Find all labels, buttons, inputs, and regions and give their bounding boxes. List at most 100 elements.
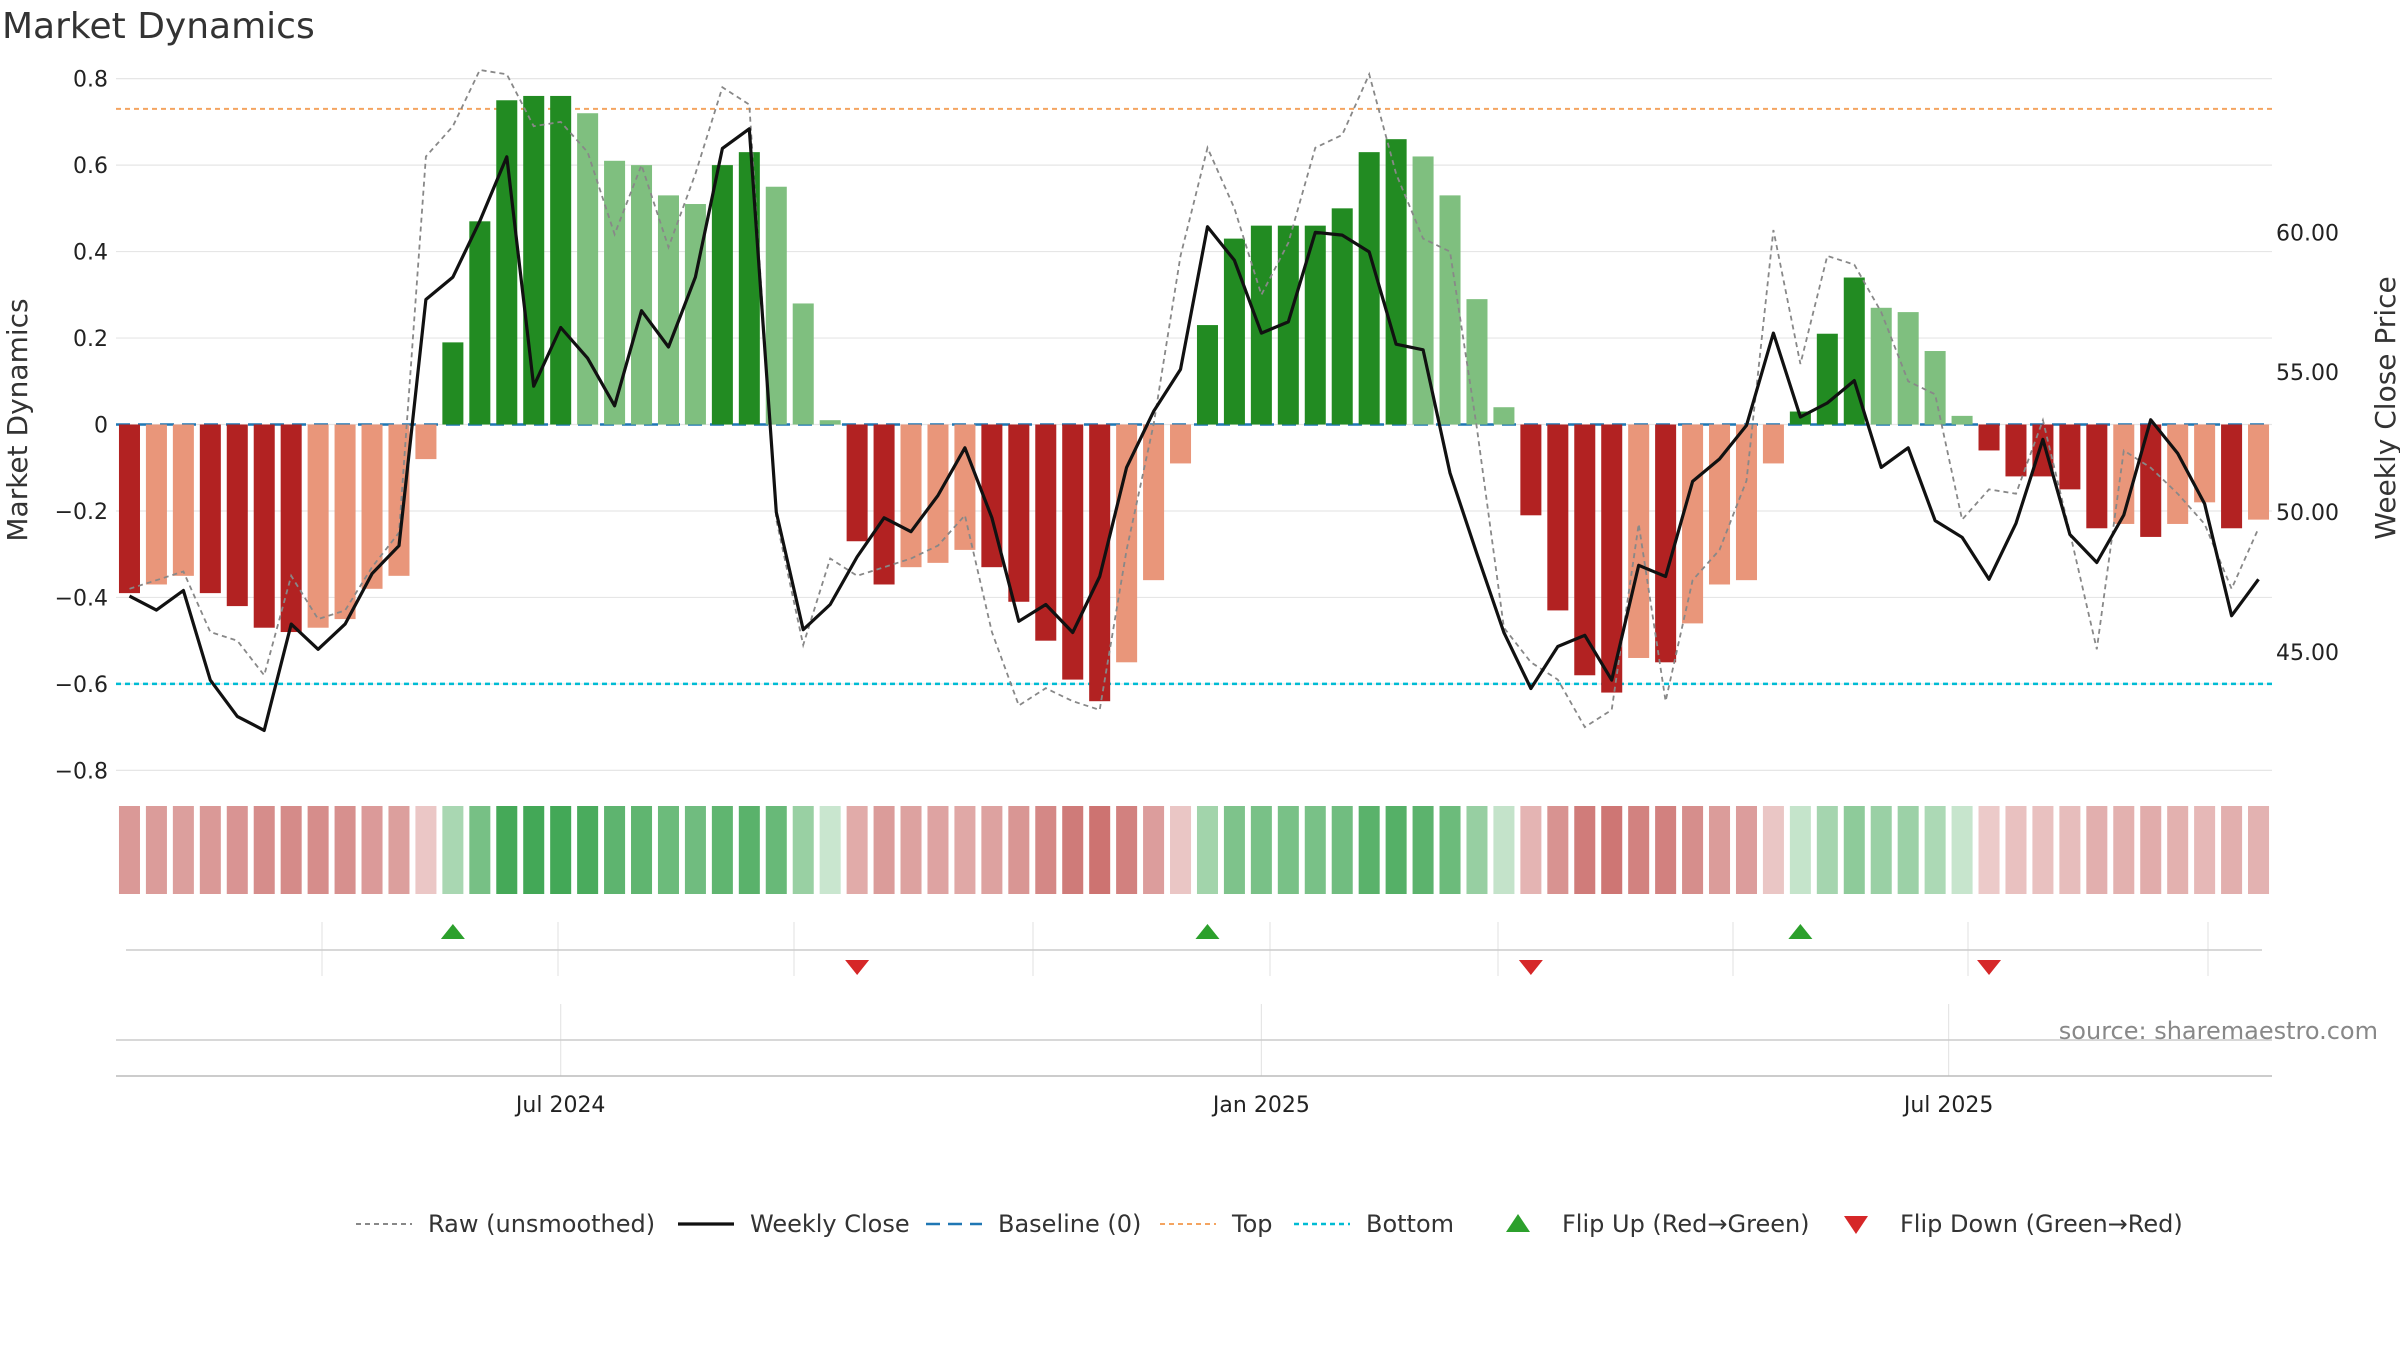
bar bbox=[550, 95, 572, 425]
strip-cell bbox=[2086, 806, 2108, 894]
bar bbox=[496, 100, 518, 425]
x-tick-label: Jul 2024 bbox=[514, 1093, 606, 1118]
flip-down-marker bbox=[845, 960, 870, 975]
strip-cell bbox=[2221, 806, 2243, 894]
strip-cell bbox=[1520, 806, 1542, 894]
strip-cell bbox=[334, 806, 356, 894]
strip-cell bbox=[496, 806, 518, 894]
strip-cell bbox=[253, 806, 275, 894]
strip-cell bbox=[1601, 806, 1623, 894]
strip-cell bbox=[711, 806, 733, 894]
strip-cell bbox=[1574, 806, 1596, 894]
strip-cell bbox=[792, 806, 814, 894]
bar bbox=[307, 424, 329, 628]
strip-cell bbox=[118, 806, 140, 894]
strip-cell bbox=[954, 806, 976, 894]
strip-cell bbox=[1250, 806, 1272, 894]
bar bbox=[1196, 325, 1218, 425]
bar bbox=[1924, 351, 1946, 425]
bar bbox=[2221, 424, 2243, 529]
strip-cell bbox=[738, 806, 760, 894]
y2-tick-label: 45.00 bbox=[2276, 641, 2339, 666]
bar bbox=[145, 424, 167, 585]
bar bbox=[2140, 424, 2162, 537]
strip-cell bbox=[1143, 806, 1165, 894]
strip-cell bbox=[1304, 806, 1326, 894]
flip-down-marker bbox=[1977, 960, 2002, 975]
strip-cell bbox=[873, 806, 895, 894]
strip-cell bbox=[1709, 806, 1731, 894]
strip-cell bbox=[361, 806, 383, 894]
bar bbox=[1978, 424, 2000, 451]
bar bbox=[900, 424, 922, 568]
y2-tick-label: 60.00 bbox=[2276, 221, 2339, 246]
strip-cell bbox=[900, 806, 922, 894]
bar bbox=[631, 165, 653, 425]
bar bbox=[253, 424, 275, 628]
strip-cell bbox=[1277, 806, 1299, 894]
strip-cell bbox=[226, 806, 248, 894]
bar bbox=[2167, 424, 2189, 524]
bar bbox=[2005, 424, 2027, 477]
strip-cell bbox=[657, 806, 679, 894]
strip-cell bbox=[1385, 806, 1407, 894]
strip-cell bbox=[2005, 806, 2027, 894]
strip-cell bbox=[1196, 806, 1218, 894]
strip-cell bbox=[765, 806, 787, 894]
strip-cell bbox=[2248, 806, 2270, 894]
bar bbox=[1089, 424, 1111, 702]
flip-up-marker bbox=[1195, 924, 1220, 939]
axes-layer: −0.8 −0.6 −0.4 −0.2 0 0.2 0.4 0.6 0.8 45.00 50.00 5… bbox=[55, 68, 2339, 785]
y-tick-label: −0.6 bbox=[55, 673, 108, 698]
strip-cell bbox=[927, 806, 949, 894]
y-tick-label: 0.8 bbox=[73, 68, 108, 93]
bar bbox=[1277, 225, 1299, 425]
y-tick-label: −0.4 bbox=[55, 586, 108, 611]
bar bbox=[981, 424, 1003, 568]
flip-down-marker bbox=[1518, 960, 1543, 975]
y-tick-label: −0.8 bbox=[55, 759, 108, 784]
strip-cell bbox=[1655, 806, 1677, 894]
strip-cell bbox=[1358, 806, 1380, 894]
raw-series-line bbox=[129, 69, 2260, 729]
strip-cell bbox=[631, 806, 653, 894]
bar bbox=[1655, 424, 1677, 663]
flip-up-marker bbox=[1788, 924, 1813, 939]
bar bbox=[118, 424, 140, 594]
strip-cell bbox=[1493, 806, 1515, 894]
y-tick-label: 0 bbox=[94, 414, 108, 439]
legend-label: Top bbox=[1231, 1210, 1273, 1238]
strip-cell bbox=[1978, 806, 2000, 894]
bar bbox=[1062, 424, 1084, 680]
strip-cell bbox=[1116, 806, 1138, 894]
strip-cell bbox=[1897, 806, 1919, 894]
strip-cell bbox=[415, 806, 437, 894]
strip-cell bbox=[280, 806, 302, 894]
strip-cell bbox=[2059, 806, 2081, 894]
bars-layer bbox=[118, 95, 2270, 702]
bar bbox=[1951, 415, 1973, 425]
bar bbox=[1520, 424, 1542, 516]
legend-label: Weekly Close bbox=[750, 1210, 910, 1238]
strip-cell bbox=[550, 806, 572, 894]
strip-cell bbox=[388, 806, 410, 894]
strip-cell bbox=[442, 806, 464, 894]
bar bbox=[954, 424, 976, 550]
strip-cell bbox=[1682, 806, 1704, 894]
bar bbox=[1682, 424, 1704, 624]
strip-cell bbox=[1089, 806, 1111, 894]
bar bbox=[1816, 333, 1838, 425]
strip-cell bbox=[819, 806, 841, 894]
bar bbox=[361, 424, 383, 589]
bar bbox=[873, 424, 895, 585]
chart-title: Market Dynamics bbox=[2, 6, 315, 47]
strip-cell bbox=[1789, 806, 1811, 894]
bar bbox=[1331, 208, 1353, 425]
bar bbox=[1008, 424, 1030, 602]
y-tick-label: 0.6 bbox=[73, 154, 108, 179]
bar bbox=[226, 424, 248, 607]
strip-cell bbox=[981, 806, 1003, 894]
strip-cell bbox=[1547, 806, 1569, 894]
bar bbox=[469, 221, 491, 425]
bar bbox=[1143, 424, 1165, 581]
